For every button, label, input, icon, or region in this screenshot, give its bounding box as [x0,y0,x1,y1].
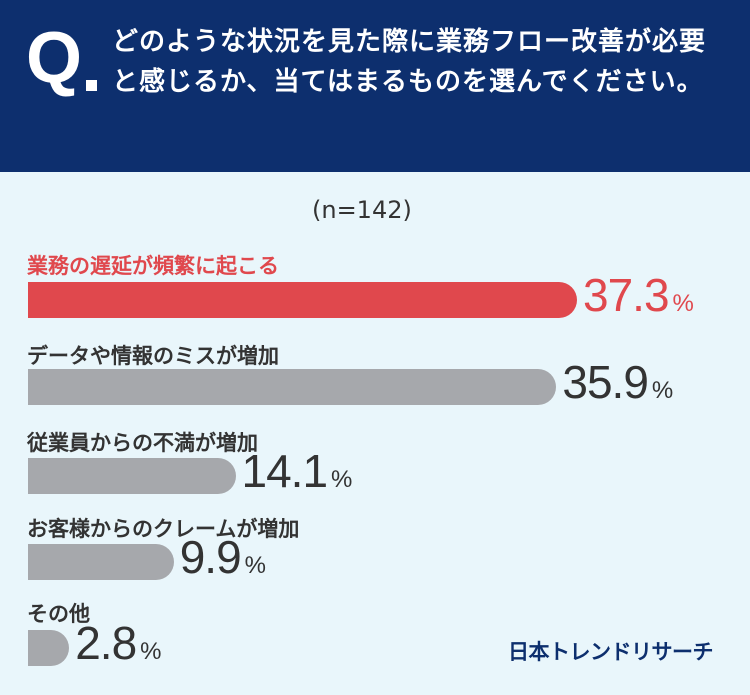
category-label: 業務の遅延が頻繁に起こる [27,254,279,278]
question-text: どのような状況を見た際に業務フロー改善が必要と感じるか、当てはまるものを選んでく… [112,27,707,97]
bar [28,630,70,666]
category-label: データや情報のミスが増加 [27,344,279,368]
value-number: 35.9 [562,356,649,408]
value-number: 9.9 [179,531,242,583]
value-label: 14.1% [242,444,353,498]
value-unit: % [651,377,674,404]
value-unit: % [140,638,162,665]
category-label: その他 [27,602,90,626]
q-mark: Q [26,18,83,98]
category-label: お客様からのクレームが増加 [27,517,300,541]
value-number: 37.3 [583,269,670,321]
value-unit: % [672,290,694,317]
sample-size-label: (n=142) [312,196,412,224]
value-label: 2.8% [75,616,161,670]
question-header: Q どのような状況を見た際に業務フロー改善が必要と感じるか、当てはまるものを選ん… [0,0,750,172]
value-label: 37.3% [583,268,694,322]
value-number: 2.8 [75,617,137,669]
q-dot [86,80,97,91]
category-label: 従業員からの不満が増加 [27,431,258,455]
bar [28,544,174,580]
value-label: 9.9% [180,530,266,584]
value-label: 35.9% [562,355,673,409]
bar [28,369,557,405]
brand-logo: 日本トレンドリサーチ [508,640,714,664]
value-unit: % [331,466,353,493]
value-number: 14.1 [241,445,329,497]
value-unit: % [244,552,266,579]
bar [28,282,577,318]
bar [28,458,236,494]
